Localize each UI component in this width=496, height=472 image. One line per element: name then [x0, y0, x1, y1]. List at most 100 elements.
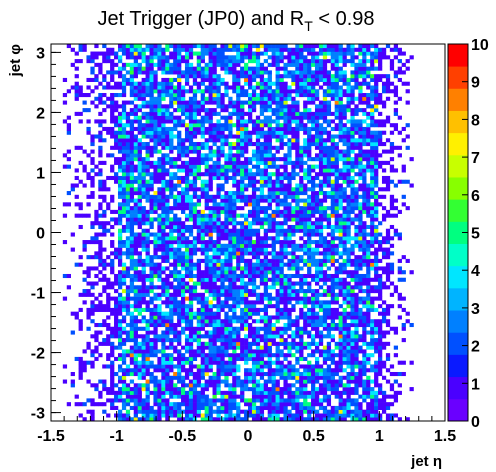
heatmap-cell [212, 266, 217, 271]
heatmap-cell [192, 172, 198, 177]
heatmap-cell [121, 273, 127, 279]
heatmap-cell [303, 304, 308, 309]
heatmap-cell [110, 126, 115, 132]
heatmap-cell [192, 89, 198, 94]
heatmap-cell [240, 164, 245, 169]
heatmap-cell [212, 360, 217, 365]
heatmap-cell [208, 262, 213, 267]
heatmap-cell [287, 326, 292, 331]
heatmap-cell [82, 247, 87, 252]
heatmap-cell [271, 89, 276, 94]
heatmap-cell [271, 334, 276, 339]
heatmap-cell [322, 209, 328, 214]
heatmap-cell [240, 266, 245, 271]
heatmap-cell [161, 379, 166, 384]
heatmap-cell [251, 262, 257, 267]
heatmap-cell [259, 160, 265, 165]
heatmap-cell [208, 89, 213, 94]
heatmap-cell [255, 364, 261, 369]
heatmap-cell [153, 387, 158, 392]
heatmap-cell [275, 390, 280, 395]
heatmap-cell [98, 322, 103, 328]
heatmap-cell [121, 281, 127, 286]
heatmap-cell [208, 44, 213, 49]
heatmap-cell [106, 85, 111, 90]
heatmap-cell [311, 191, 316, 196]
heatmap-cell [173, 311, 178, 316]
heatmap-cell [311, 417, 316, 422]
heatmap-cell [133, 96, 138, 101]
heatmap-cell [244, 341, 249, 346]
heatmap-cell [220, 104, 225, 109]
heatmap-cell [149, 85, 154, 90]
heatmap-cell [244, 240, 249, 245]
heatmap-cell [133, 334, 138, 339]
heatmap-cell [200, 322, 205, 328]
heatmap-cell [303, 198, 308, 203]
heatmap-cell [98, 206, 103, 211]
heatmap-cell [267, 304, 272, 309]
heatmap-cell [208, 353, 213, 358]
heatmap-cell [165, 292, 170, 297]
heatmap-cell [82, 270, 87, 275]
heatmap-cell [117, 311, 123, 316]
heatmap-cell [106, 228, 111, 233]
heatmap-cell [311, 224, 316, 230]
heatmap-cell [133, 153, 138, 158]
heatmap-cell [188, 157, 194, 162]
heatmap-cell [110, 375, 115, 380]
heatmap-cell [259, 62, 265, 67]
heatmap-cell [220, 266, 225, 271]
heatmap-cell [307, 417, 312, 422]
heatmap-cell [220, 258, 225, 263]
heatmap-cell [125, 145, 131, 150]
heatmap-cell [307, 353, 312, 358]
heatmap-cell [94, 74, 99, 79]
heatmap-cell [184, 206, 190, 211]
heatmap-cell [192, 130, 198, 135]
heatmap-cell [295, 111, 300, 116]
heatmap-cell [114, 255, 119, 260]
heatmap-cell [251, 304, 257, 309]
heatmap-cell [216, 221, 221, 226]
heatmap-cell [295, 390, 300, 395]
heatmap-cell [117, 149, 123, 154]
heatmap-cell [141, 77, 146, 82]
heatmap-cell [283, 187, 288, 192]
heatmap-cell [165, 217, 170, 222]
heatmap-cell [173, 59, 178, 64]
heatmap-cell [212, 398, 217, 403]
heatmap-cell [244, 142, 249, 147]
heatmap-cell [110, 51, 115, 56]
heatmap-cell [145, 345, 150, 350]
heatmap-cell [200, 311, 205, 316]
heatmap-cell [181, 138, 186, 143]
heatmap-cell [232, 66, 237, 71]
heatmap-cell [141, 187, 146, 192]
heatmap-cell [267, 368, 272, 373]
heatmap-cell [129, 258, 135, 263]
heatmap-cell [311, 142, 316, 147]
heatmap-cell [169, 164, 174, 169]
heatmap-cell [232, 375, 237, 380]
heatmap-cell [318, 157, 324, 162]
heatmap-cell [165, 285, 170, 290]
heatmap-cell [149, 232, 154, 237]
heatmap-cell [255, 383, 261, 388]
heatmap-cell [263, 221, 268, 226]
heatmap-cell [86, 240, 91, 245]
heatmap-cell [228, 59, 233, 64]
heatmap-cell [240, 243, 245, 248]
heatmap-cell [236, 266, 241, 271]
heatmap-cell [169, 402, 174, 407]
heatmap-cell [177, 198, 182, 203]
heatmap-cell [153, 273, 158, 279]
heatmap-cell [192, 209, 198, 214]
heatmap-cell [216, 202, 221, 207]
heatmap-cell [145, 353, 150, 358]
heatmap-cell [326, 194, 332, 199]
heatmap-cell [224, 104, 229, 109]
heatmap-cell [311, 240, 316, 245]
heatmap-cell [114, 157, 119, 162]
heatmap-cell [228, 334, 233, 339]
